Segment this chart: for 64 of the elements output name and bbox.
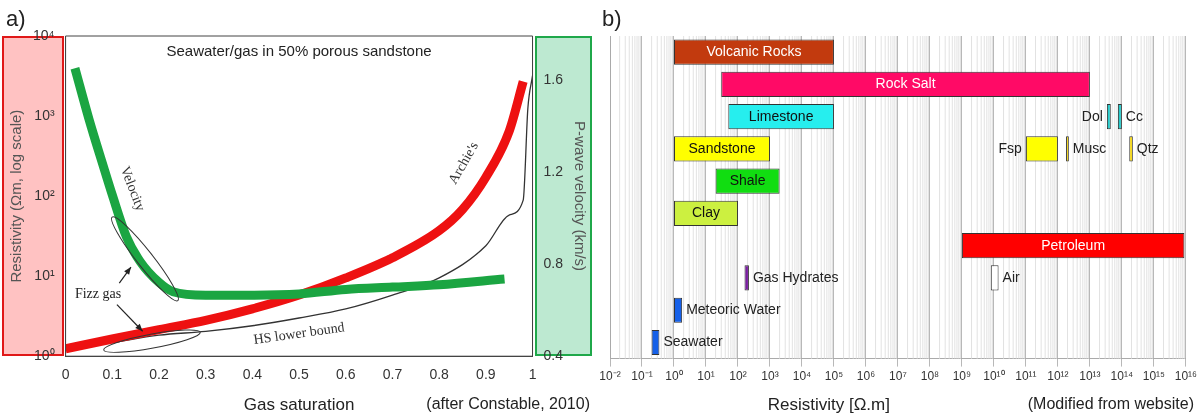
y-axis-title: Resistivity (Ωm, log scale) — [7, 109, 25, 283]
y-tick-label: 10² — [34, 186, 55, 203]
text: b) — [602, 6, 622, 32]
x-tick-label: 10⁶ — [856, 369, 876, 384]
x-tick-label: 10⁸ — [920, 369, 940, 384]
x-tick-label: 1 — [528, 366, 537, 383]
x-axis-title: Resistivity [Ω.m] — [767, 394, 890, 414]
x-tick-label: 10¹ — [697, 369, 715, 384]
x-tick-label: 10² — [729, 369, 747, 384]
x-tick-label: 10¹⁴ — [1110, 369, 1134, 384]
x-tick-label: 10¹⁰ — [983, 369, 1005, 384]
text: a) — [6, 6, 26, 32]
y-tick-label: 10¹ — [34, 267, 55, 284]
x-tick-label: 10⁻² — [599, 369, 621, 384]
series-label: Meteoric Water — [686, 301, 781, 318]
x-tick-label: 0.1 — [102, 366, 123, 383]
x-tick-label: 10⁻¹ — [631, 369, 653, 384]
x-axis-title: Gas saturation — [243, 394, 355, 414]
x-tick-label: 10¹⁵ — [1142, 369, 1166, 384]
series-label: Fsp — [998, 139, 1023, 156]
y2-axis-title: P-wave velocity (km/s) — [571, 121, 589, 272]
series-label: Gas Hydrates — [752, 268, 839, 285]
x-tick-label: 10³ — [761, 369, 779, 384]
chart-title: Seawater/gas in 50% porous sandstone — [166, 42, 432, 60]
series-label: Qtz — [1136, 139, 1159, 156]
series-label: Rock Salt — [875, 75, 936, 92]
x-tick-label: 10⁴ — [792, 369, 812, 384]
series-label: Shale — [729, 172, 766, 189]
x-tick-label: 0.5 — [289, 366, 309, 383]
x-tick-label: 0.8 — [429, 366, 450, 383]
x-tick-label: 10⁷ — [889, 369, 907, 384]
x-tick-label: 10⁹ — [952, 369, 972, 384]
series-label: Seawater — [663, 333, 723, 350]
text: Velocity — [117, 164, 149, 214]
series-label: Musc — [1072, 139, 1107, 156]
text: (Modified from website) — [1027, 395, 1194, 413]
x-tick-label: 10¹² — [1047, 369, 1069, 384]
x-tick-label: 0.9 — [476, 366, 496, 383]
x-tick-label: 10¹³ — [1079, 369, 1101, 384]
x-tick-label: 10¹⁶ — [1174, 369, 1198, 384]
series-label: Clay — [691, 204, 720, 221]
y-tick-label: 10³ — [34, 106, 55, 123]
x-tick-label: 10⁰ — [665, 369, 683, 384]
series-label: Volcanic Rocks — [706, 42, 802, 59]
x-tick-label: 0.2 — [149, 366, 169, 383]
text: HS lower bound — [252, 319, 346, 348]
series-label: Petroleum — [1041, 236, 1106, 253]
y2-tick-label: 1.6 — [543, 70, 564, 87]
series-label: Limestone — [748, 107, 814, 124]
x-tick-label: 0.4 — [242, 366, 263, 383]
series-label: Air — [1002, 268, 1021, 285]
series-label: Sandstone — [688, 139, 756, 156]
series-label: Cc — [1125, 107, 1143, 124]
x-tick-label: 10¹¹ — [1015, 369, 1037, 384]
y2-tick-label: 0.8 — [543, 254, 564, 271]
y2-tick-label: 1.2 — [543, 162, 564, 179]
x-tick-label: 10⁵ — [824, 369, 844, 384]
x-tick-label: 0.6 — [336, 366, 356, 383]
x-tick-label: 0.7 — [382, 366, 403, 383]
annotation: Fizz gas — [74, 285, 122, 301]
series-label: Dol — [1081, 107, 1103, 124]
x-tick-label: 0.3 — [195, 366, 216, 383]
x-tick-label: 0 — [61, 366, 70, 383]
text: (after Constable, 2010) — [426, 395, 590, 413]
